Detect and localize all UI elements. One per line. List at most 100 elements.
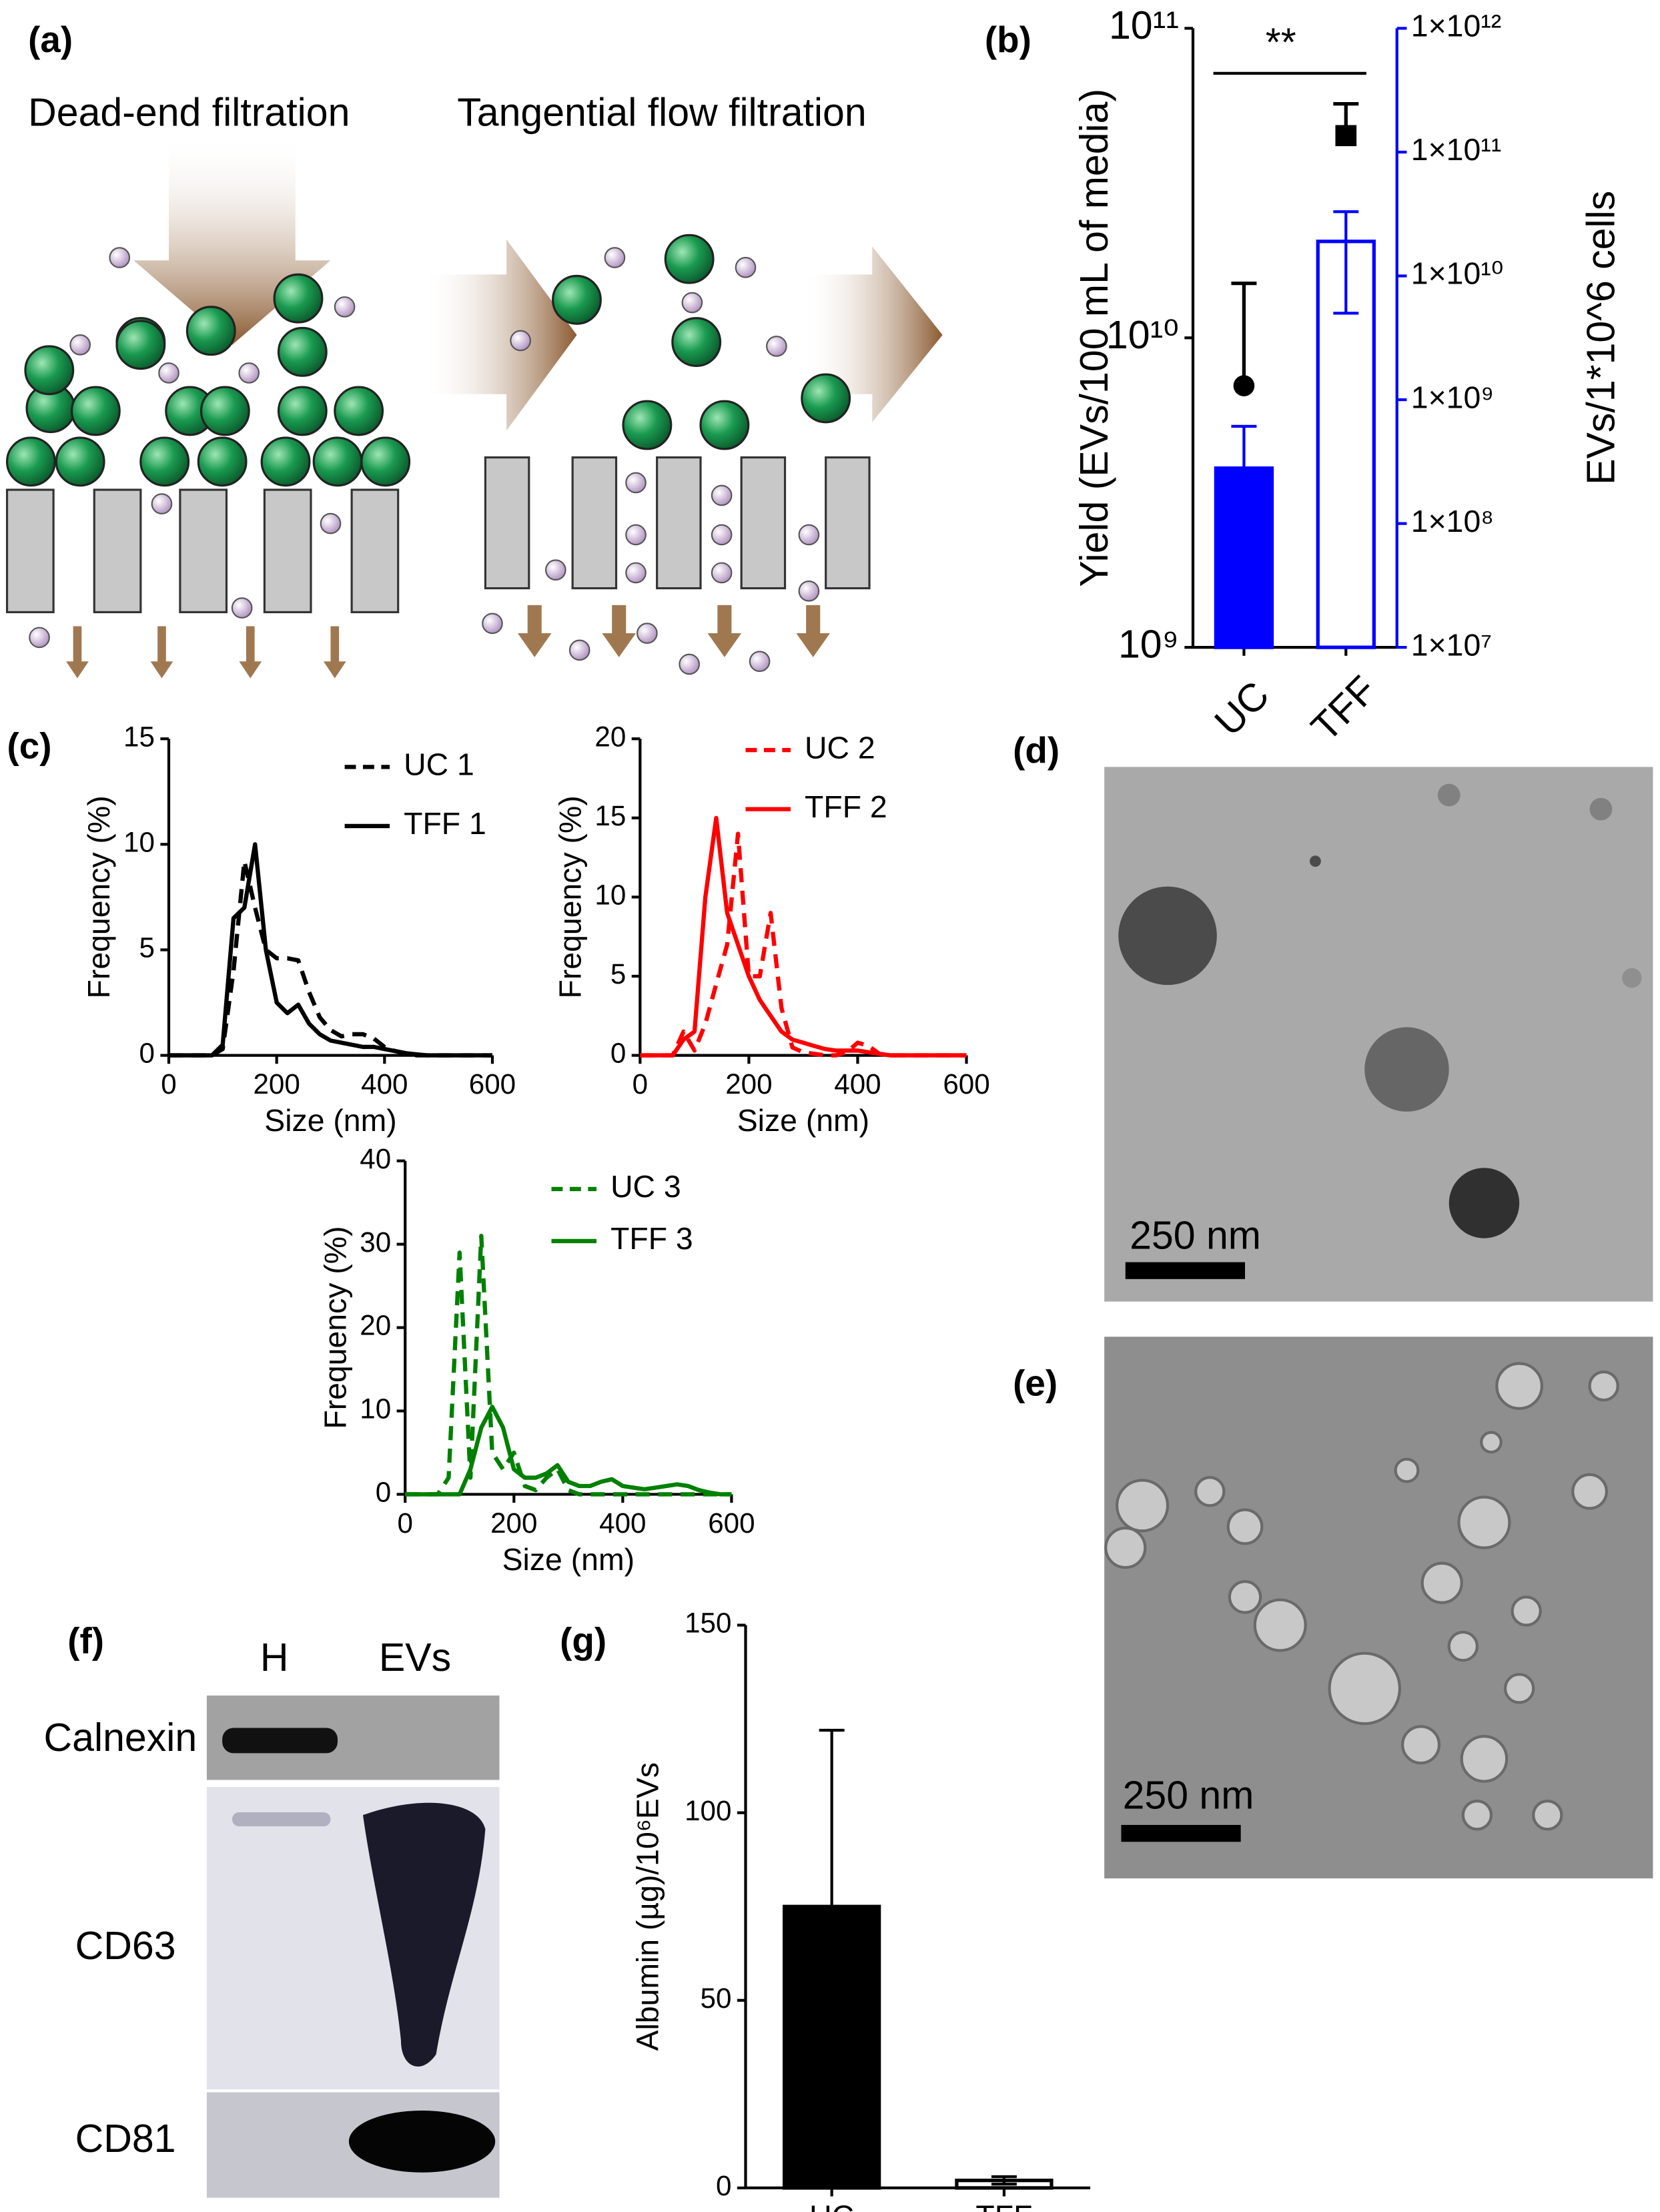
- vesicle-image: [1253, 1598, 1307, 1652]
- vesicle: [185, 306, 236, 356]
- y2-axis-label: EVs/1*10^6 cells: [1579, 191, 1623, 485]
- x-axis-label: Size (nm): [502, 1542, 635, 1577]
- y2-tick-label: 1×10⁸: [1411, 504, 1494, 538]
- vesicle-image: [1511, 1595, 1542, 1627]
- x-tick-label: 0: [633, 1068, 648, 1100]
- vesicle-image: [1460, 1734, 1509, 1783]
- legend-label: TFF 2: [805, 789, 887, 824]
- vesicle: [273, 273, 324, 324]
- vesicle-image: [1401, 1725, 1441, 1765]
- particle: [568, 639, 590, 661]
- vesicle-image: [1420, 1561, 1463, 1604]
- legend-label: TFF 1: [404, 806, 486, 841]
- x-tick-label: TFF: [975, 2199, 1032, 2212]
- filtrate-arrow: [239, 626, 262, 679]
- y-tick-label: 5: [610, 958, 626, 990]
- vesicle: [197, 436, 248, 487]
- particle: [681, 292, 703, 314]
- filtrate-arrow: [517, 605, 552, 657]
- panel-label: (g): [560, 1619, 606, 1661]
- y-tick-label: 10: [360, 1393, 391, 1425]
- flow-arrow: [422, 239, 577, 431]
- particle: [158, 362, 179, 384]
- vesicle-image: [1118, 886, 1217, 986]
- y-tick-label: 5: [139, 932, 154, 964]
- panel-label: (b): [985, 19, 1031, 60]
- x-tick-label: 0: [161, 1068, 176, 1100]
- lane-label: EVs: [379, 1635, 451, 1680]
- particle: [151, 493, 173, 514]
- membrane: [740, 456, 787, 590]
- particle: [320, 512, 342, 534]
- x-tick-label: 200: [490, 1507, 537, 1539]
- membrane: [571, 456, 618, 590]
- x-tick-label: 0: [398, 1507, 413, 1539]
- membrane: [825, 456, 871, 590]
- particle: [545, 559, 566, 581]
- particle: [711, 524, 733, 546]
- line-series: [640, 831, 967, 1058]
- y-axis-label: Yield (EVs/100 mL of media): [1072, 89, 1116, 587]
- particle: [625, 562, 647, 584]
- filtrate-arrow: [66, 626, 89, 679]
- x-tick-label: 600: [943, 1068, 989, 1100]
- vesicle: [70, 386, 121, 436]
- filtrate-arrow: [602, 605, 637, 657]
- line-series: [640, 815, 967, 1058]
- scale-bar-label: 250 nm: [1123, 1773, 1254, 1817]
- membrane: [656, 456, 702, 590]
- y-axis-label: Frequency (%): [81, 795, 116, 998]
- vesicle-image: [1447, 1630, 1479, 1662]
- scale-bar: [1121, 1824, 1241, 1842]
- vesicle-image: [1194, 1476, 1226, 1507]
- x-tick-label: UC: [809, 2199, 854, 2212]
- y-tick-label: 10⁹: [1118, 623, 1179, 667]
- vesicle-image: [1116, 1479, 1170, 1533]
- vesicle-image: [1309, 855, 1321, 867]
- vesicle-image: [1588, 1370, 1619, 1402]
- legend-label: UC 2: [805, 730, 875, 765]
- x-tick-label: 600: [469, 1068, 516, 1100]
- x-axis-label: Size (nm): [264, 1103, 396, 1138]
- y-tick-label: 30: [360, 1226, 391, 1258]
- y-tick-label: 50: [701, 1982, 732, 2014]
- y-tick-label: 40: [360, 1143, 391, 1174]
- y2-tick-label: 1×10⁷: [1411, 627, 1492, 662]
- row-label: CD63: [75, 1924, 176, 1968]
- vesicle-image: [1503, 1673, 1535, 1704]
- vesicle-image: [1394, 1457, 1420, 1483]
- vesicle-image: [1437, 783, 1461, 807]
- particle: [798, 580, 820, 602]
- y2-tick-label: 1×10¹¹: [1411, 132, 1501, 167]
- particle: [749, 651, 771, 673]
- vesicle: [552, 274, 602, 325]
- membrane: [93, 488, 142, 614]
- bar: [1214, 466, 1274, 649]
- diagram-title: Tangential flow filtration: [457, 91, 866, 135]
- line-series: [405, 1233, 732, 1497]
- x-tick-label: 400: [599, 1507, 646, 1539]
- vesicle: [5, 436, 56, 487]
- y2-tick-label: 1×10¹⁰: [1411, 256, 1504, 291]
- line-series: [169, 859, 492, 1058]
- y-axis-label: Albumin (µg)/10⁶EVs: [630, 1762, 665, 2051]
- vesicle: [801, 373, 851, 424]
- vesicle-image: [1104, 1526, 1147, 1569]
- particle: [482, 613, 503, 635]
- x-tick-label: 400: [834, 1068, 881, 1100]
- vesicle-image: [1622, 968, 1642, 988]
- y-tick-label: 20: [360, 1310, 391, 1341]
- vesicle: [360, 436, 411, 487]
- panel-label: (c): [7, 725, 52, 766]
- lane-label: H: [260, 1635, 289, 1680]
- particle: [766, 336, 787, 357]
- membrane: [179, 488, 228, 614]
- y-axis-label: Frequency (%): [552, 795, 587, 998]
- membrane: [5, 488, 55, 614]
- vesicle-image: [1480, 1431, 1503, 1454]
- micrograph: [1104, 767, 1653, 1302]
- diagram-title: Dead-end filtration: [28, 91, 350, 135]
- vesicle-image: [1571, 1473, 1608, 1510]
- filtrate-arrow: [323, 626, 346, 679]
- vesicle-image: [1448, 1168, 1520, 1238]
